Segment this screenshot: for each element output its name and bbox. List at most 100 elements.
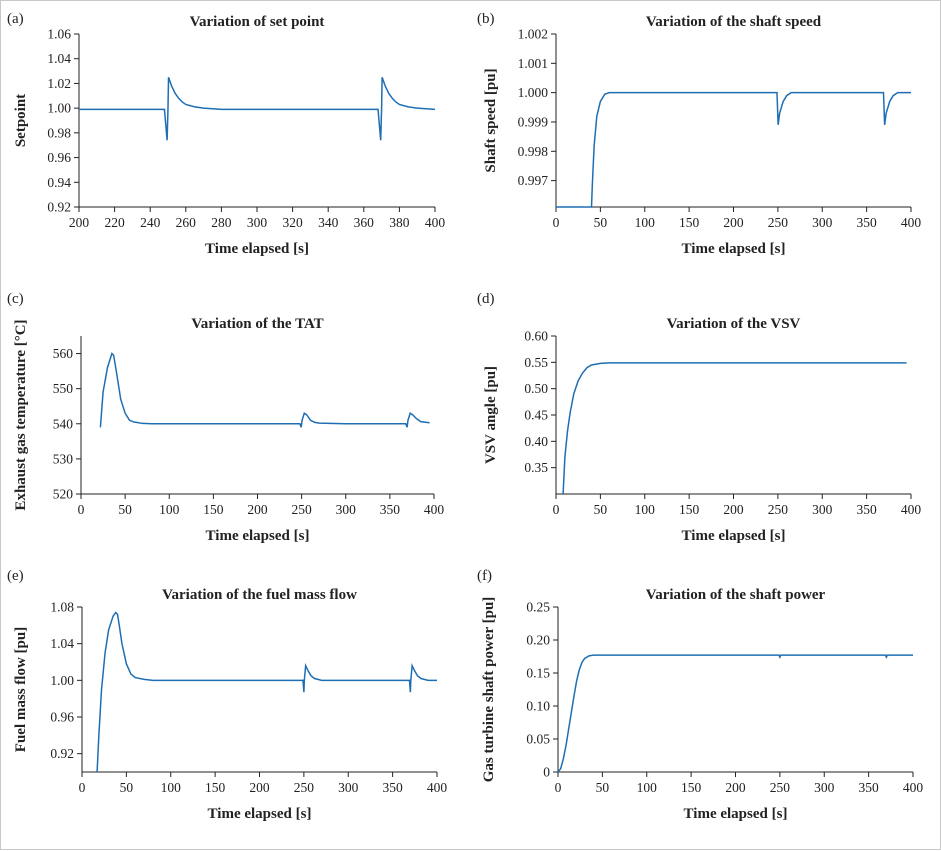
x-tick-label: 100 <box>637 780 658 795</box>
y-tick-label: 0.94 <box>47 175 71 190</box>
y-tick-label: 1.00 <box>47 101 71 116</box>
y-tick-label: 0.05 <box>526 732 550 747</box>
x-axis-label: Time elapsed [s] <box>684 806 788 822</box>
y-tick-label: 530 <box>53 451 74 466</box>
y-axis-label: Gas turbine shaft power [pu] <box>481 597 497 783</box>
x-tick-label: 300 <box>338 780 359 795</box>
y-axis-label: Fuel mass flow [pu] <box>13 627 29 752</box>
x-tick-label: 100 <box>635 502 656 517</box>
panel-tag: (b) <box>477 11 495 27</box>
plot-shaft-power: Variation of the shaft power 0 50 100 150 200… <box>481 587 924 822</box>
x-tick-label: 250 <box>292 502 313 517</box>
y-tick-label: 550 <box>53 381 74 396</box>
x-tick-label: 50 <box>118 502 132 517</box>
x-tick-label: 150 <box>681 780 702 795</box>
series-line <box>79 77 436 141</box>
chart-title: Variation of the shaft power <box>646 587 826 603</box>
y-tick-label: 0.92 <box>47 200 71 215</box>
y-tick-label: 0.92 <box>50 746 74 761</box>
panel-f: (f) Variation of the shaft power 0 50 100 15… <box>471 561 941 851</box>
x-tick-label: 200 <box>247 502 268 517</box>
x-tick-label: 350 <box>859 780 880 795</box>
y-tick-label: 0.40 <box>524 434 548 449</box>
chart-title: Variation of the shaft speed <box>646 14 822 30</box>
x-tick-label: 50 <box>120 780 134 795</box>
x-tick-label: 0 <box>79 780 86 795</box>
x-axis-label: Time elapsed [s] <box>205 241 309 257</box>
x-tick-label: 300 <box>336 502 357 517</box>
axes-frame <box>80 336 434 495</box>
panel-a: (a) Variation of set point 200 220 240 260 28… <box>1 1 471 284</box>
x-tick-label: 300 <box>814 780 835 795</box>
plot-fuel-mass-flow: Variation of the fuel mass flow 0 50 100 150… <box>13 587 448 822</box>
x-tick-label: 350 <box>857 502 878 517</box>
x-tick-label: 150 <box>205 780 226 795</box>
chart-title: Variation of the VSV <box>667 316 801 332</box>
y-tick-label: 1.002 <box>518 27 548 42</box>
axes-frame <box>81 607 437 773</box>
x-tick-label: 400 <box>901 502 922 517</box>
chart-title: Variation of the TAT <box>191 316 323 332</box>
y-tick-label: 1.04 <box>50 636 74 651</box>
x-tick-label: 380 <box>389 215 410 230</box>
y-tick-label: 1.04 <box>47 51 71 66</box>
y-tick-label: 1.000 <box>518 85 549 100</box>
x-tick-label: 50 <box>596 780 610 795</box>
panel-tag: (d) <box>477 291 495 307</box>
y-tick-label: 0.997 <box>518 173 549 188</box>
y-tick-label: 0.60 <box>524 329 548 344</box>
x-tick-label: 0 <box>553 215 560 230</box>
x-tick-label: 250 <box>770 780 791 795</box>
series-line <box>562 362 907 495</box>
x-tick-label: 200 <box>69 215 90 230</box>
x-tick-label: 150 <box>679 502 700 517</box>
x-axis-label: Time elapsed [s] <box>682 528 786 544</box>
x-axis-label: Time elapsed [s] <box>682 241 786 257</box>
x-tick-label: 0 <box>78 502 85 517</box>
x-tick-label: 400 <box>427 780 448 795</box>
x-tick-label: 250 <box>768 502 789 517</box>
chart-title: Variation of the fuel mass flow <box>162 587 357 603</box>
panel-tag: (a) <box>7 11 24 27</box>
x-tick-label: 400 <box>425 215 446 230</box>
y-tick-label: 1.06 <box>47 27 71 42</box>
x-tick-label: 240 <box>140 215 161 230</box>
plot-shaft-speed: Variation of the shaft speed 0 50 100 150 200… <box>483 14 921 257</box>
y-tick-label: 0.10 <box>526 699 550 714</box>
panel-tag: (f) <box>477 568 492 584</box>
x-tick-label: 350 <box>380 502 401 517</box>
x-tick-label: 200 <box>725 780 746 795</box>
y-axis-label: Exhaust gas temperature [°C] <box>13 319 29 510</box>
axes-frame <box>555 336 911 495</box>
x-tick-label: 200 <box>249 780 270 795</box>
x-tick-label: 0 <box>553 502 560 517</box>
x-tick-label: 50 <box>594 502 608 517</box>
panel-b: (b) Variation of the shaft speed 0 50 100 15… <box>471 1 941 284</box>
y-tick-label: 0.50 <box>524 381 548 396</box>
x-tick-label: 200 <box>723 502 744 517</box>
x-tick-label: 250 <box>294 780 315 795</box>
x-tick-label: 400 <box>903 780 924 795</box>
y-tick-label: 0 <box>543 765 550 780</box>
x-tick-label: 150 <box>203 502 224 517</box>
y-axis-label: Shaft speed [pu] <box>483 68 499 172</box>
y-tick-label: 0.96 <box>47 150 71 165</box>
x-tick-label: 280 <box>211 215 232 230</box>
x-tick-label: 250 <box>768 215 789 230</box>
y-tick-label: 0.35 <box>524 460 548 475</box>
x-tick-label: 220 <box>104 215 125 230</box>
y-tick-label: 0.45 <box>524 408 548 423</box>
x-tick-label: 200 <box>723 215 744 230</box>
x-tick-label: 50 <box>594 215 608 230</box>
x-tick-label: 300 <box>812 215 833 230</box>
panel-e: (e) Variation of the fuel mass flow 0 50 10… <box>1 561 471 851</box>
y-axis-label: VSV angle [pu] <box>483 366 499 464</box>
x-tick-label: 340 <box>318 215 339 230</box>
y-tick-label: 1.08 <box>50 600 74 615</box>
x-tick-label: 350 <box>857 215 878 230</box>
x-tick-label: 300 <box>812 502 833 517</box>
panel-c: (c) Variation of the TAT 0 50 100 150 200 250 3… <box>1 284 471 561</box>
y-tick-label: 0.15 <box>526 666 550 681</box>
y-tick-label: 0.55 <box>524 355 548 370</box>
